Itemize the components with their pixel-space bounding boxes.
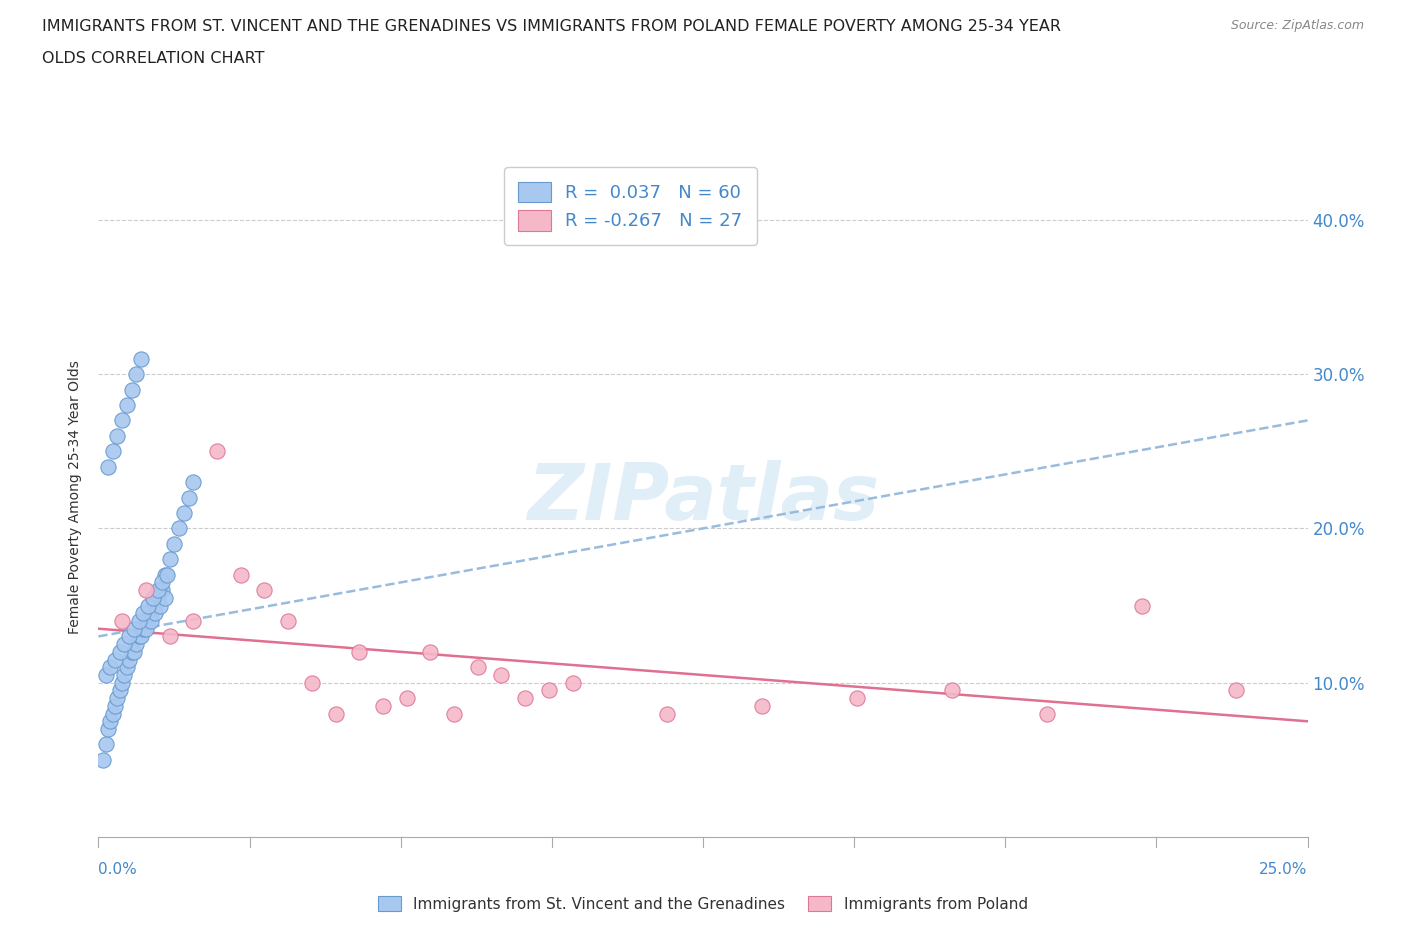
- Point: [181, 614, 204, 629]
- Point: [108, 644, 131, 659]
- Point: [152, 575, 174, 590]
- Point: [97, 722, 120, 737]
- Point: [277, 614, 299, 629]
- Point: [173, 506, 195, 521]
- Point: [139, 605, 162, 620]
- Point: [1130, 598, 1153, 613]
- Point: [443, 706, 465, 721]
- Point: [143, 598, 166, 613]
- Point: [941, 683, 963, 698]
- Point: [205, 444, 228, 458]
- Point: [1036, 706, 1059, 721]
- Point: [97, 459, 120, 474]
- Point: [125, 366, 148, 381]
- Text: 0.0%: 0.0%: [98, 862, 138, 877]
- Point: [142, 598, 165, 613]
- Point: [105, 691, 128, 706]
- Point: [159, 551, 181, 566]
- Point: [114, 637, 136, 652]
- Point: [135, 583, 157, 598]
- Point: [111, 614, 134, 629]
- Text: 25.0%: 25.0%: [1260, 862, 1308, 877]
- Point: [128, 629, 150, 644]
- Point: [149, 598, 172, 613]
- Point: [347, 644, 370, 659]
- Point: [159, 629, 181, 644]
- Point: [101, 706, 124, 721]
- Point: [152, 583, 174, 598]
- Point: [128, 614, 150, 629]
- Point: [111, 675, 134, 690]
- Point: [91, 752, 114, 767]
- Point: [114, 668, 136, 683]
- Point: [515, 691, 537, 706]
- Point: [146, 583, 169, 598]
- Point: [561, 675, 583, 690]
- Point: [122, 644, 145, 659]
- Point: [163, 537, 186, 551]
- Point: [108, 683, 131, 698]
- Text: OLDS CORRELATION CHART: OLDS CORRELATION CHART: [42, 51, 264, 66]
- Text: Source: ZipAtlas.com: Source: ZipAtlas.com: [1230, 19, 1364, 32]
- Point: [229, 567, 252, 582]
- Y-axis label: Female Poverty Among 25-34 Year Olds: Female Poverty Among 25-34 Year Olds: [69, 361, 83, 634]
- Point: [1225, 683, 1247, 698]
- Point: [467, 660, 489, 675]
- Point: [751, 698, 773, 713]
- Legend: Immigrants from St. Vincent and the Grenadines, Immigrants from Poland: Immigrants from St. Vincent and the Gren…: [373, 889, 1033, 918]
- Point: [136, 614, 159, 629]
- Text: ZIPatlas: ZIPatlas: [527, 459, 879, 536]
- Legend: R =  0.037   N = 60, R = -0.267   N = 27: R = 0.037 N = 60, R = -0.267 N = 27: [503, 167, 756, 245]
- Point: [121, 644, 143, 659]
- Point: [177, 490, 200, 505]
- Point: [167, 521, 190, 536]
- Point: [846, 691, 869, 706]
- Point: [115, 397, 138, 412]
- Point: [153, 591, 176, 605]
- Point: [657, 706, 679, 721]
- Point: [136, 598, 159, 613]
- Point: [115, 660, 138, 675]
- Point: [146, 591, 169, 605]
- Point: [98, 660, 121, 675]
- Point: [395, 691, 418, 706]
- Point: [181, 474, 204, 489]
- Point: [325, 706, 347, 721]
- Point: [135, 621, 157, 636]
- Point: [491, 668, 513, 683]
- Point: [104, 698, 127, 713]
- Point: [105, 429, 128, 444]
- Point: [139, 614, 162, 629]
- Text: IMMIGRANTS FROM ST. VINCENT AND THE GRENADINES VS IMMIGRANTS FROM POLAND FEMALE : IMMIGRANTS FROM ST. VINCENT AND THE GREN…: [42, 19, 1062, 33]
- Point: [301, 675, 323, 690]
- Point: [371, 698, 394, 713]
- Point: [118, 629, 141, 644]
- Point: [253, 583, 276, 598]
- Point: [135, 614, 157, 629]
- Point: [118, 652, 141, 667]
- Point: [537, 683, 560, 698]
- Point: [132, 605, 155, 620]
- Point: [142, 591, 165, 605]
- Point: [149, 583, 172, 598]
- Point: [98, 714, 121, 729]
- Point: [125, 637, 148, 652]
- Point: [111, 413, 134, 428]
- Point: [94, 668, 117, 683]
- Point: [121, 382, 143, 397]
- Point: [132, 621, 155, 636]
- Point: [94, 737, 117, 751]
- Point: [156, 567, 179, 582]
- Point: [129, 352, 152, 366]
- Point: [153, 567, 176, 582]
- Point: [419, 644, 441, 659]
- Point: [122, 621, 145, 636]
- Point: [104, 652, 127, 667]
- Point: [129, 629, 152, 644]
- Point: [143, 605, 166, 620]
- Point: [101, 444, 124, 458]
